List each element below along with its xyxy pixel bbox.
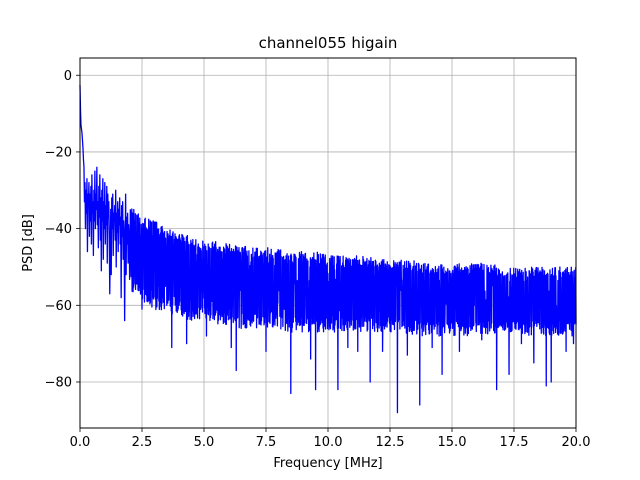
x-tick-label: 20.0: [562, 435, 591, 450]
y-axis-label: PSD [dB]: [21, 214, 36, 272]
psd-line: [79, 84, 577, 414]
x-tick-label: 0.0: [70, 435, 91, 450]
y-tick-label: −40: [45, 222, 72, 237]
x-tick-label: 15.0: [438, 435, 467, 450]
x-axis-label: Frequency [MHz]: [273, 456, 382, 471]
y-tick-label: −60: [45, 299, 72, 314]
series-line: [79, 84, 577, 414]
x-tick-label: 5.0: [194, 435, 215, 450]
y-tick-label: −20: [45, 145, 72, 160]
chart-title: channel055 higain: [259, 34, 398, 52]
y-tick-label: 0: [64, 69, 72, 84]
y-tick-label: −80: [45, 375, 72, 390]
x-tick-label: 12.5: [376, 435, 405, 450]
axis-ticks: 0.0 2.5 5.0 7.5 10.0 12.5 15.0 17.5 20.0 0 −20 −40 −…: [45, 69, 591, 450]
x-tick-label: 2.5: [132, 435, 153, 450]
x-tick-label: 7.5: [256, 435, 277, 450]
x-tick-label: 10.0: [314, 435, 343, 450]
x-tick-label: 17.5: [500, 435, 529, 450]
